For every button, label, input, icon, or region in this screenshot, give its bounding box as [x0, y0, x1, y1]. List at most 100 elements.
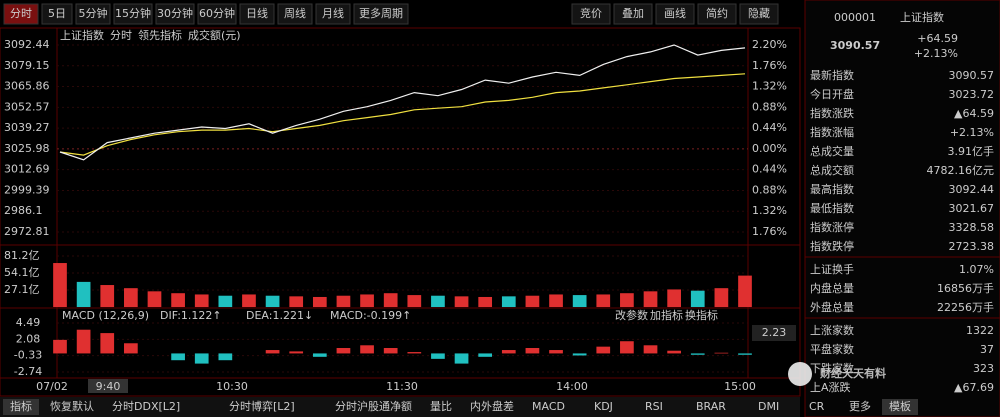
- row-label: 上证换手: [810, 262, 854, 276]
- time-label: 11:30: [386, 380, 418, 393]
- volume-bar: [454, 296, 469, 308]
- bottom-tab[interactable]: 分时DDX[L2]: [112, 400, 180, 413]
- pct-tick: 0.00%: [752, 142, 787, 155]
- legend-item: 成交额(元): [188, 28, 241, 42]
- bottom-tab[interactable]: DMI: [758, 400, 779, 413]
- tool-label[interactable]: 竞价: [580, 6, 602, 20]
- tool-button[interactable]: [739, 3, 779, 25]
- macd-bar: [596, 346, 611, 354]
- row-label: 上A涨跌: [810, 380, 851, 394]
- volume-bar: [407, 295, 422, 308]
- row-value: 22256万手: [937, 300, 994, 314]
- bottom-tab[interactable]: 模板: [889, 399, 911, 413]
- tool-label[interactable]: 简约: [706, 6, 728, 20]
- row-value: 3021.67: [949, 202, 995, 215]
- bottom-bar: [0, 397, 800, 417]
- bottom-tab[interactable]: MACD: [532, 400, 565, 413]
- bottom-tab[interactable]: 内外盘差: [470, 399, 514, 413]
- tab[interactable]: [75, 3, 111, 25]
- tab[interactable]: [239, 3, 275, 25]
- row-value: 3.91亿手: [948, 144, 995, 158]
- macd-bar: [525, 348, 540, 354]
- tab-label[interactable]: 日线: [246, 6, 268, 20]
- volume-bar: [478, 296, 493, 308]
- volume-bar: [572, 295, 587, 308]
- bottom-tab[interactable]: BRAR: [696, 400, 726, 413]
- bottom-tab[interactable]: 分时沪股通净额: [335, 399, 412, 413]
- tab-label[interactable]: 5日: [48, 7, 66, 20]
- pct-tick: 2.20%: [752, 38, 787, 51]
- macd-bar: [501, 350, 516, 354]
- tool-button[interactable]: [613, 3, 653, 25]
- bottom-tab[interactable]: CR: [809, 400, 825, 413]
- macd-tick: -2.74: [14, 365, 42, 378]
- row-value: 3090.57: [949, 69, 995, 82]
- macd-tool[interactable]: 加指标: [650, 308, 683, 322]
- tab-label[interactable]: 30分钟: [157, 6, 193, 20]
- macd-bar: [643, 345, 658, 354]
- volume-bar: [171, 293, 185, 308]
- tab[interactable]: [155, 3, 195, 25]
- tool-label[interactable]: 画线: [664, 6, 686, 20]
- bottom-tab[interactable]: 更多: [849, 399, 871, 413]
- tab-label[interactable]: 分时: [10, 7, 32, 20]
- macd-bar: [124, 343, 138, 354]
- quote-change: +64.59: [917, 32, 958, 45]
- tab[interactable]: [3, 399, 39, 415]
- row-label: 上涨家数: [810, 323, 854, 337]
- pct-tick: 1.32%: [752, 80, 787, 93]
- tab[interactable]: [882, 399, 918, 415]
- quote-price: 3090.57: [830, 39, 880, 52]
- tab-label[interactable]: 5分钟: [79, 6, 108, 20]
- pct-tick: 0.88%: [752, 100, 787, 113]
- time-label: 10:30: [216, 380, 248, 393]
- bottom-tab[interactable]: 恢复默认: [50, 399, 94, 413]
- tool-button[interactable]: [697, 3, 737, 25]
- tab[interactable]: [315, 3, 351, 25]
- bottom-tab[interactable]: 分时博弈[L2]: [229, 399, 295, 413]
- volume-bar: [194, 294, 209, 308]
- pct-tick: 1.76%: [752, 59, 787, 72]
- tool-label[interactable]: 叠加: [622, 7, 644, 20]
- tab-label[interactable]: 更多周期: [359, 6, 403, 20]
- volume-bar: [312, 296, 327, 308]
- tab-label[interactable]: 周线: [284, 6, 306, 20]
- volume-bar: [124, 288, 138, 308]
- row-value: +2.13%: [950, 126, 994, 139]
- tab[interactable]: [353, 3, 409, 25]
- row-label: 指数涨跌: [810, 106, 854, 120]
- macd-tick: 2.08: [16, 332, 41, 345]
- row-label: 最高指数: [810, 182, 854, 196]
- row-value: 16856万手: [937, 281, 994, 295]
- price-tick: 3025.98: [4, 142, 50, 155]
- macd-bar: [76, 329, 91, 354]
- tool-label[interactable]: 隐藏: [748, 7, 770, 20]
- row-value: ▲64.59: [954, 107, 994, 120]
- tab-label[interactable]: 15分钟: [115, 6, 151, 20]
- row-label: 最新指数: [810, 68, 854, 82]
- tab[interactable]: [277, 3, 313, 25]
- volume-bar: [714, 288, 729, 308]
- volume-bar: [620, 293, 634, 308]
- macd-bar: [738, 353, 752, 355]
- pct-tick: 0.44%: [752, 121, 787, 134]
- bottom-tab[interactable]: 指标: [10, 399, 32, 413]
- tool-button[interactable]: [655, 3, 695, 25]
- bottom-tab[interactable]: RSI: [645, 400, 663, 413]
- tab-label[interactable]: 月线: [322, 6, 344, 20]
- tab[interactable]: [3, 3, 39, 25]
- tab[interactable]: [113, 3, 153, 25]
- volume-bar: [431, 295, 445, 308]
- tab-label[interactable]: 60分钟: [199, 6, 235, 20]
- tool-button[interactable]: [571, 3, 611, 25]
- bottom-tab[interactable]: KDJ: [594, 400, 613, 413]
- tab[interactable]: [41, 3, 73, 25]
- tab[interactable]: [197, 3, 237, 25]
- bottom-tab[interactable]: 量比: [430, 400, 452, 413]
- row-label: 总成交量: [810, 144, 854, 158]
- quote-panel: [804, 0, 1000, 417]
- macd-tool[interactable]: 改参数: [615, 308, 648, 322]
- price-tick: 2999.39: [4, 183, 50, 196]
- macd-tool[interactable]: 换指标: [685, 308, 718, 322]
